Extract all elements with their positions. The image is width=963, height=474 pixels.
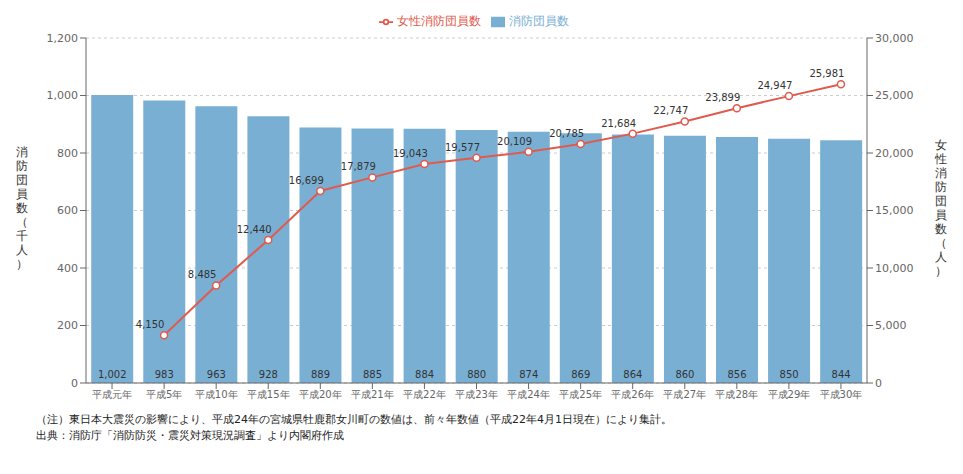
html-text:消防団員数: 消防団員数	[509, 14, 569, 28]
svg-text:平成25年: 平成25年	[559, 389, 602, 400]
svg-text:10,000: 10,000	[875, 262, 914, 275]
svg-text:15,000: 15,000	[875, 204, 914, 217]
svg-text:19,043: 19,043	[393, 148, 428, 159]
html-text:女 性 消 防 団 員 数 （ 人 ）: 女 性 消 防 団 員 数 （ 人 ）	[935, 138, 947, 278]
html-text:消 防 団 員 数 （ 千 人 ）: 消 防 団 員 数 （ 千 人 ）	[16, 145, 28, 271]
svg-text:844: 844	[832, 369, 851, 380]
html-text:（注）東日本大震災の影響により、平成24年の宮城県牡鹿郡女川: （注）東日本大震災の影響により、平成24年の宮城県牡鹿郡女川町の数値は、前々年数…	[36, 413, 672, 426]
svg-text:平成22年: 平成22年	[403, 389, 446, 400]
svg-text:平成26年: 平成26年	[611, 389, 654, 400]
svg-text:16,699: 16,699	[289, 175, 324, 186]
svg-text:200: 200	[57, 319, 78, 332]
svg-text:平成10年: 平成10年	[195, 389, 238, 400]
svg-text:20,785: 20,785	[549, 128, 584, 139]
svg-text:928: 928	[259, 369, 278, 380]
svg-text:22,747: 22,747	[653, 105, 688, 116]
svg-text:800: 800	[57, 147, 78, 160]
svg-text:600: 600	[57, 204, 78, 217]
svg-text:平成20年: 平成20年	[299, 389, 342, 400]
svg-text:平成23年: 平成23年	[455, 389, 498, 400]
svg-text:平成5年: 平成5年	[146, 389, 182, 400]
html-text:出典：消防庁「消防防災・震災対策現況調査」より内閣府作成: 出典：消防庁「消防防災・震災対策現況調査」より内閣府作成	[36, 429, 344, 442]
svg-text:884: 884	[415, 369, 434, 380]
svg-text:平成15年: 平成15年	[247, 389, 290, 400]
svg-text:889: 889	[311, 369, 330, 380]
html-text:女性消防団員数: 女性消防団員数	[397, 14, 481, 28]
svg-text:平成29年: 平成29年	[768, 389, 811, 400]
svg-text:25,981: 25,981	[809, 68, 844, 79]
svg-text:860: 860	[675, 369, 694, 380]
svg-text:0: 0	[71, 377, 78, 390]
svg-text:平成24年: 平成24年	[507, 389, 550, 400]
svg-text:24,947: 24,947	[757, 80, 792, 91]
svg-text:880: 880	[467, 369, 486, 380]
svg-text:1,200: 1,200	[47, 32, 79, 45]
svg-text:平成元年: 平成元年	[92, 389, 132, 400]
svg-text:856: 856	[727, 369, 746, 380]
svg-text:23,899: 23,899	[705, 92, 740, 103]
svg-text:1,000: 1,000	[47, 89, 79, 102]
svg-text:12,440: 12,440	[237, 224, 272, 235]
svg-text:1,002: 1,002	[98, 369, 127, 380]
svg-text:20,000: 20,000	[875, 147, 914, 160]
svg-text:21,684: 21,684	[601, 118, 636, 129]
svg-text:19,577: 19,577	[445, 142, 480, 153]
svg-text:850: 850	[780, 369, 799, 380]
svg-text:864: 864	[623, 369, 642, 380]
svg-text:885: 885	[363, 369, 382, 380]
svg-text:963: 963	[207, 369, 226, 380]
svg-text:400: 400	[57, 262, 78, 275]
svg-text:5,000: 5,000	[875, 319, 907, 332]
svg-text:平成21年: 平成21年	[351, 389, 394, 400]
svg-text:平成27年: 平成27年	[663, 389, 706, 400]
svg-text:0: 0	[875, 377, 882, 390]
svg-text:869: 869	[571, 369, 590, 380]
svg-text:平成30年: 平成30年	[820, 389, 863, 400]
svg-text:平成28年: 平成28年	[715, 389, 758, 400]
svg-text:4,150: 4,150	[136, 319, 165, 330]
svg-text:874: 874	[519, 369, 538, 380]
svg-text:25,000: 25,000	[875, 89, 914, 102]
svg-text:8,485: 8,485	[188, 269, 217, 280]
svg-text:17,879: 17,879	[341, 161, 376, 172]
svg-text:20,109: 20,109	[497, 136, 532, 147]
svg-text:983: 983	[155, 369, 174, 380]
svg-text:30,000: 30,000	[875, 32, 914, 45]
